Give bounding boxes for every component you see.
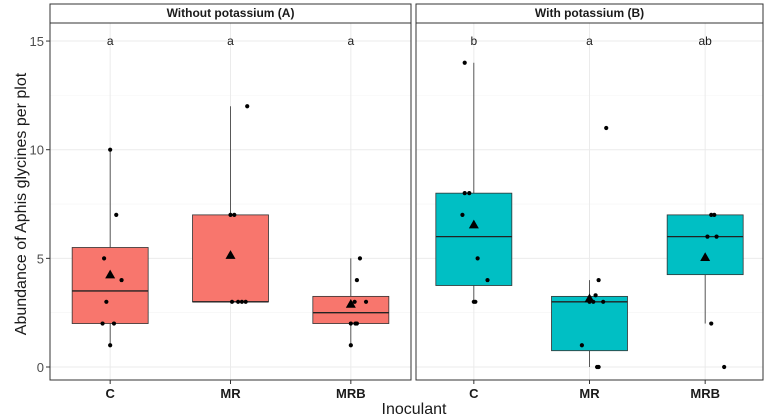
data-point [596, 277, 601, 283]
data-point [108, 343, 113, 348]
data-point [352, 299, 357, 304]
panel-title: Without potassium (A) [167, 6, 295, 20]
mean-marker [345, 298, 356, 308]
x-tick-label: MR [579, 386, 600, 401]
significance-letter: a [586, 34, 593, 48]
data-point [119, 277, 124, 283]
x-tick-label: MRB [690, 386, 720, 401]
data-point [239, 299, 244, 304]
data-point [473, 299, 478, 304]
data-point [712, 212, 717, 217]
data-point [228, 212, 233, 217]
y-axis-title: Abundance of Aphis glycines per plot [13, 72, 30, 335]
data-point [475, 256, 480, 261]
data-point [462, 60, 467, 65]
x-tick-label: C [469, 386, 479, 401]
data-point [596, 364, 601, 370]
data-point [593, 293, 598, 298]
significance-letter: b [470, 34, 477, 48]
panel-frames [46, 3, 764, 384]
data-point [357, 256, 363, 261]
data-point [485, 277, 490, 283]
significance-letter: ab [698, 34, 712, 48]
box [551, 295, 628, 352]
mean-marker [225, 250, 236, 259]
box [666, 214, 744, 276]
data-point [601, 299, 606, 304]
box [71, 247, 149, 324]
y-tick-label: 5 [37, 251, 44, 266]
data-point [579, 343, 585, 348]
data-point [229, 299, 235, 304]
mean-marker [468, 219, 479, 229]
mean-marker [584, 293, 595, 303]
data-point [232, 212, 237, 217]
data-point [705, 234, 710, 239]
data-point [108, 147, 113, 152]
data-point [236, 299, 241, 304]
data-point [104, 299, 109, 304]
x-tick-label: C [105, 386, 115, 401]
data-point [243, 299, 248, 304]
data-point [101, 256, 107, 261]
mean-marker [105, 269, 116, 279]
y-tick-label: 0 [37, 360, 44, 375]
data-point [354, 277, 360, 283]
data-point [353, 321, 358, 326]
x-tick-label: MRB [336, 386, 366, 401]
data-point [709, 212, 714, 217]
data-point [363, 299, 369, 304]
y-tick-label: 10 [30, 143, 44, 158]
data-point [245, 104, 250, 109]
box [435, 192, 513, 286]
panel-backgrounds [50, 23, 763, 380]
data-point [114, 212, 119, 217]
data-points [100, 60, 727, 370]
panel-border [49, 22, 412, 381]
panel-border [415, 22, 764, 381]
x-tick-label: MR [220, 386, 241, 401]
significance-letter: a [107, 34, 114, 48]
y-tick-label: 15 [30, 34, 44, 49]
data-point [714, 234, 719, 239]
axis-text: 0 5 10 15 Without potassium (A) C MR MRB a a a With… [30, 6, 720, 401]
data-point [111, 321, 117, 326]
significance-letter: a [347, 34, 354, 48]
significance-letter: a [227, 34, 234, 48]
mean-marker [700, 252, 711, 262]
data-point [460, 212, 465, 217]
data-point [709, 321, 714, 326]
data-point [604, 125, 609, 131]
data-point [462, 191, 467, 196]
x-axis-title: Inoculant [382, 401, 447, 418]
data-point [348, 343, 353, 348]
box-marks [71, 62, 744, 367]
data-point [722, 364, 727, 370]
data-point [100, 321, 105, 326]
panel-title: With potassium (B) [535, 6, 644, 20]
data-point [467, 191, 472, 196]
data-point [348, 321, 353, 326]
